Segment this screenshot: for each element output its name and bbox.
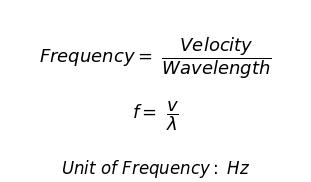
Text: $\boldsymbol{\mathit{Unit\ of\ Frequency{:}\ Hz}}$: $\boldsymbol{\mathit{Unit\ of\ Frequency…	[61, 158, 250, 180]
Text: $\boldsymbol{\mathit{Frequency =\ \dfrac{Velocity}{Wavelength}}}$: $\boldsymbol{\mathit{Frequency =\ \dfrac…	[39, 35, 272, 81]
Text: $\boldsymbol{\mathit{f =\ \dfrac{v}{\lambda}}}$: $\boldsymbol{\mathit{f =\ \dfrac{v}{\lam…	[132, 100, 179, 133]
